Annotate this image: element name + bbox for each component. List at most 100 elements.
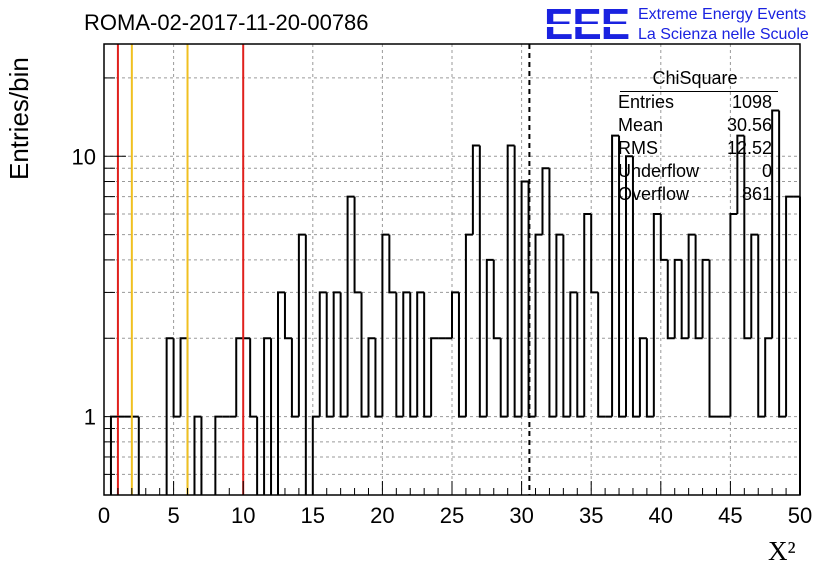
histogram-bin (562, 234, 571, 418)
stat-row-mean: Mean 30.56 (618, 115, 772, 138)
histogram-bin (277, 291, 285, 495)
histogram-bin (318, 291, 327, 417)
stats-box: ChiSquare Entries 1098 Mean 30.56 RMS 12… (612, 66, 778, 204)
histogram-bin (513, 145, 522, 418)
stat-value: 1098 (731, 92, 772, 112)
reference-lines (116, 44, 531, 495)
histogram-bin (659, 214, 668, 261)
logo-line-2: La Scienza nelle Scuole (638, 26, 809, 43)
histogram-bin (367, 337, 376, 417)
histogram-bin (430, 337, 439, 417)
histogram-bin (541, 167, 550, 235)
x-tick-label: 10 (231, 503, 255, 528)
histogram-bin (172, 338, 181, 418)
histogram-bin (297, 233, 306, 417)
histogram-bin (457, 292, 466, 418)
histogram-bin (652, 213, 661, 417)
histogram-bin (360, 292, 369, 418)
x-axis-label: X² (768, 536, 796, 566)
histogram-bin (680, 259, 689, 340)
histogram-bin (346, 195, 355, 417)
stat-value: 30.56 (726, 115, 772, 135)
histogram-bin (353, 196, 362, 294)
x-tick-label: 20 (370, 503, 394, 528)
stat-row-rms: RMS 12.52 (618, 138, 772, 161)
stat-row-overflow: Overflow 861 (618, 184, 772, 207)
histogram-bin (235, 337, 244, 417)
histogram-bin (694, 234, 703, 340)
histogram-bin (764, 337, 773, 417)
histogram-bin (332, 291, 341, 417)
x-tick-label: 0 (98, 503, 110, 528)
histogram-bin (631, 156, 640, 418)
logo-line-1: Extreme Energy Events (638, 6, 807, 23)
histogram-bin (478, 145, 487, 418)
histogram-bin (778, 110, 787, 418)
histogram-bin (249, 338, 258, 418)
histogram-bin (743, 135, 752, 340)
histogram-bin (499, 338, 508, 418)
histogram-bin (611, 134, 620, 417)
histogram-bin (451, 291, 459, 339)
histogram-bin (569, 291, 578, 417)
histogram-bin (673, 258, 682, 339)
chart-title: ROMA-02-2017-11-20-00786 (84, 10, 369, 35)
histogram-bin (750, 233, 759, 339)
stat-label: RMS (618, 138, 658, 158)
histogram-bin (416, 291, 425, 417)
y-axis-label: Entries/bin (4, 57, 34, 180)
histogram-bin (381, 233, 390, 417)
stat-label: Mean (618, 115, 664, 135)
histogram-bin (729, 213, 738, 417)
histogram-bin (576, 292, 585, 418)
histogram-bin (492, 259, 501, 340)
histogram-bin (193, 415, 202, 495)
histogram-bin (374, 338, 383, 418)
histogram-bin (618, 135, 626, 418)
stat-value: 0 (761, 161, 772, 181)
histogram-bin (464, 233, 473, 417)
histogram-bin (548, 168, 557, 418)
histogram-bin (395, 292, 404, 418)
x-tick-label: 25 (440, 503, 464, 528)
histogram-bin (485, 258, 494, 417)
x-tick-label: 45 (718, 503, 742, 528)
histogram-bin (283, 292, 292, 340)
histogram-bin (423, 292, 432, 418)
histogram-bin (555, 233, 564, 417)
x-tick-label: 40 (649, 503, 673, 528)
histogram-bin (311, 415, 320, 495)
stat-label: Underflow (618, 161, 700, 181)
histogram-bin (325, 292, 334, 418)
histogram-bin (471, 144, 480, 235)
histogram-bin (263, 337, 272, 495)
x-tick-label: 50 (788, 503, 812, 528)
stats-title-underline (620, 91, 778, 92)
stat-row-underflow: Underflow 0 (618, 161, 772, 184)
histogram-bin (645, 338, 654, 418)
histogram-bin (388, 234, 397, 294)
histogram-bin (771, 109, 780, 339)
y-tick-label: 10 (72, 144, 96, 169)
x-tick-label: 30 (509, 503, 533, 528)
stat-label: Overflow (618, 184, 690, 204)
axis-ticks (103, 77, 801, 496)
histogram-bin (638, 337, 647, 417)
histogram-bin (708, 259, 717, 418)
histogram-bin (757, 234, 766, 418)
histogram-bin (785, 195, 794, 417)
histogram-bin (214, 415, 223, 495)
histogram-bin (506, 144, 515, 417)
histogram-bin (625, 155, 633, 417)
y-tick-label: 1 (84, 405, 96, 430)
histogram-bin (290, 338, 299, 418)
x-tick-label: 15 (301, 503, 325, 528)
logo-mark: EEE (544, 0, 630, 49)
stat-value: 861 (741, 184, 772, 204)
histogram-bin (736, 134, 745, 215)
stat-value: 12.52 (726, 138, 772, 158)
histogram-bin (402, 291, 411, 417)
histogram-bin (701, 258, 710, 339)
histogram-bin (583, 213, 592, 417)
